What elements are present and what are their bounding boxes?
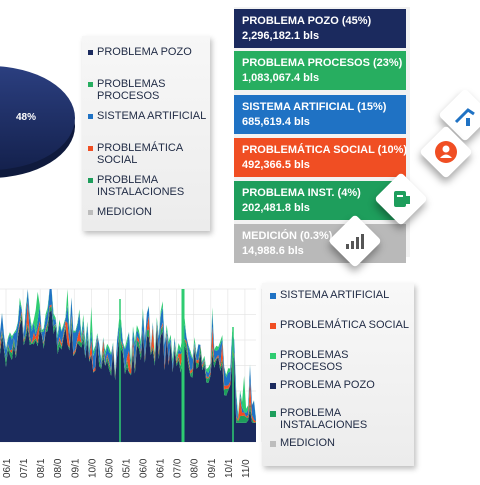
pie-chart: 48%	[0, 40, 80, 200]
legend-swatch	[270, 441, 276, 447]
x-tick-label: 06/1	[156, 458, 167, 478]
legend-swatch	[270, 411, 276, 417]
legend-label: MEDICION	[280, 437, 335, 449]
legend-item-problematica-social: PROBLEMÁTICA SOCIAL	[270, 319, 409, 331]
legend-label: PROBLEMA POZO	[280, 379, 375, 391]
legend-item-problema-pozo: PROBLEMA POZO	[88, 46, 192, 58]
legend-label: PROBLEMÁTICA SOCIAL	[280, 319, 409, 331]
series-area-2	[0, 306, 256, 423]
series-area-3	[0, 300, 256, 423]
summary-bar-medicion: MEDICIÓN (0.3%) 14,988.6 bls	[234, 224, 406, 263]
summary-value: 14,988.6 bls	[242, 245, 304, 257]
legend-swatch	[270, 293, 276, 299]
legend-swatch	[88, 146, 93, 151]
series-area-1	[0, 310, 256, 442]
pie-slice-problema-pozo	[0, 66, 75, 170]
summary-title: PROBLEMA INST. (4%)	[242, 187, 361, 199]
legend-item-sistema-artificial: SISTEMA ARTIFICIAL	[270, 289, 389, 301]
summary-title: PROBLEMA POZO (45%)	[242, 15, 372, 27]
tank-icon	[382, 180, 420, 218]
summary-bar-sistema-artificial: SISTEMA ARTIFICIAL (15%) 685,619.4 bls	[234, 95, 406, 134]
x-tick-label: 09/1	[207, 458, 218, 478]
bar-chart-icon	[336, 222, 374, 260]
x-tick-label: 08/1	[36, 458, 47, 478]
pie-legend: PROBLEMA POZO PROBLEMAS PROCESOS SISTEMA…	[82, 36, 210, 231]
legend-label: PROBLEMA INSTALACIONES	[97, 174, 185, 198]
x-tick-label: 07/1	[19, 458, 30, 478]
summary-value: 202,481.8 bls	[242, 202, 310, 214]
legend-swatch	[88, 210, 93, 215]
legend-label: SISTEMA ARTIFICIAL	[97, 110, 207, 122]
summary-title: MEDICIÓN (0.3%)	[242, 230, 333, 242]
legend-item-problemas-procesos: PROBLEMAS PROCESOS	[88, 78, 207, 102]
legend-swatch	[88, 178, 93, 183]
x-tick-label: 06/0	[139, 458, 150, 478]
tank-tile	[374, 172, 428, 226]
x-tick-label: 11/0	[241, 459, 252, 478]
summary-value: 1,083,067.4 bls	[242, 72, 320, 84]
x-tick-label: 06/1	[2, 458, 13, 478]
legend-item-sistema-artificial: SISTEMA ARTIFICIAL	[88, 110, 206, 122]
summary-bar-problema-procesos: PROBLEMA PROCESOS (23%) 1,083,067.4 bls	[234, 51, 406, 90]
summary-title: PROBLEMÁTICA SOCIAL (10%)	[242, 144, 408, 156]
legend-item-problema-instalaciones: PROBLEMA INSTALACIONES	[270, 407, 410, 431]
legend-label: PROBLEMA POZO	[97, 46, 192, 58]
x-tick-label: 10/0	[87, 458, 98, 478]
summary-title: SISTEMA ARTIFICIAL (15%)	[242, 101, 387, 113]
pie-slice-label: 48%	[16, 112, 36, 123]
x-tick-label: 08/0	[53, 458, 64, 478]
x-tick-label: 05/0	[104, 458, 115, 478]
x-tick-label: 10/1	[224, 458, 235, 478]
person-tile	[419, 125, 473, 179]
summary-title: PROBLEMA PROCESOS (23%)	[242, 57, 403, 69]
legend-item-problema-instalaciones: PROBLEMA INSTALACIONES	[88, 174, 207, 198]
legend-label: PROBLEMA INSTALACIONES	[280, 407, 368, 431]
summary-panel: PROBLEMA POZO (45%) 2,296,182.1 bls PROB…	[234, 7, 410, 263]
x-tick-label: 08/0	[190, 458, 201, 478]
legend-swatch	[270, 383, 276, 389]
legend-label: PROBLEMAS PROCESOS	[97, 78, 166, 102]
legend-swatch	[88, 114, 93, 119]
summary-value: 685,619.4 bls	[242, 116, 310, 128]
legend-label: SISTEMA ARTIFICIAL	[280, 289, 390, 301]
summary-bar-problema-pozo: PROBLEMA POZO (45%) 2,296,182.1 bls	[234, 9, 406, 48]
pumpjack-tile	[438, 88, 480, 142]
person-icon	[427, 133, 465, 171]
x-tick-label: 05/1	[121, 458, 132, 478]
legend-item-medicion: MEDICION	[270, 437, 335, 449]
legend-swatch	[88, 50, 93, 55]
pumpjack-icon	[446, 96, 480, 134]
summary-value: 492,366.5 bls	[242, 159, 310, 171]
x-tick-label: 07/0	[173, 458, 184, 478]
area-chart-legend: SISTEMA ARTIFICIAL PROBLEMÁTICA SOCIAL P…	[262, 283, 414, 466]
area-chart: 06/1 07/1 08/1 08/0 09/1 10/0 05/0 05/1 06/0 06/1…	[0, 287, 263, 480]
legend-item-problema-pozo: PROBLEMA POZO	[270, 379, 375, 391]
legend-label: PROBLEMAS PROCESOS	[280, 349, 349, 373]
bar-chart-tile	[328, 214, 382, 268]
summary-bar-problematica-social: PROBLEMÁTICA SOCIAL (10%) 492,366.5 bls	[234, 138, 408, 177]
legend-label: MEDICION	[97, 206, 152, 218]
legend-swatch	[270, 353, 276, 359]
legend-swatch	[270, 323, 276, 329]
legend-item-problematica-social: PROBLEMÁTICA SOCIAL	[88, 142, 207, 166]
summary-value: 2,296,182.1 bls	[242, 30, 320, 42]
legend-label: PROBLEMÁTICA SOCIAL	[97, 142, 183, 166]
legend-item-problemas-procesos: PROBLEMAS PROCESOS	[270, 349, 410, 373]
legend-item-medicion: MEDICION	[88, 206, 152, 218]
x-tick-label: 09/1	[70, 458, 81, 478]
legend-swatch	[88, 82, 93, 87]
